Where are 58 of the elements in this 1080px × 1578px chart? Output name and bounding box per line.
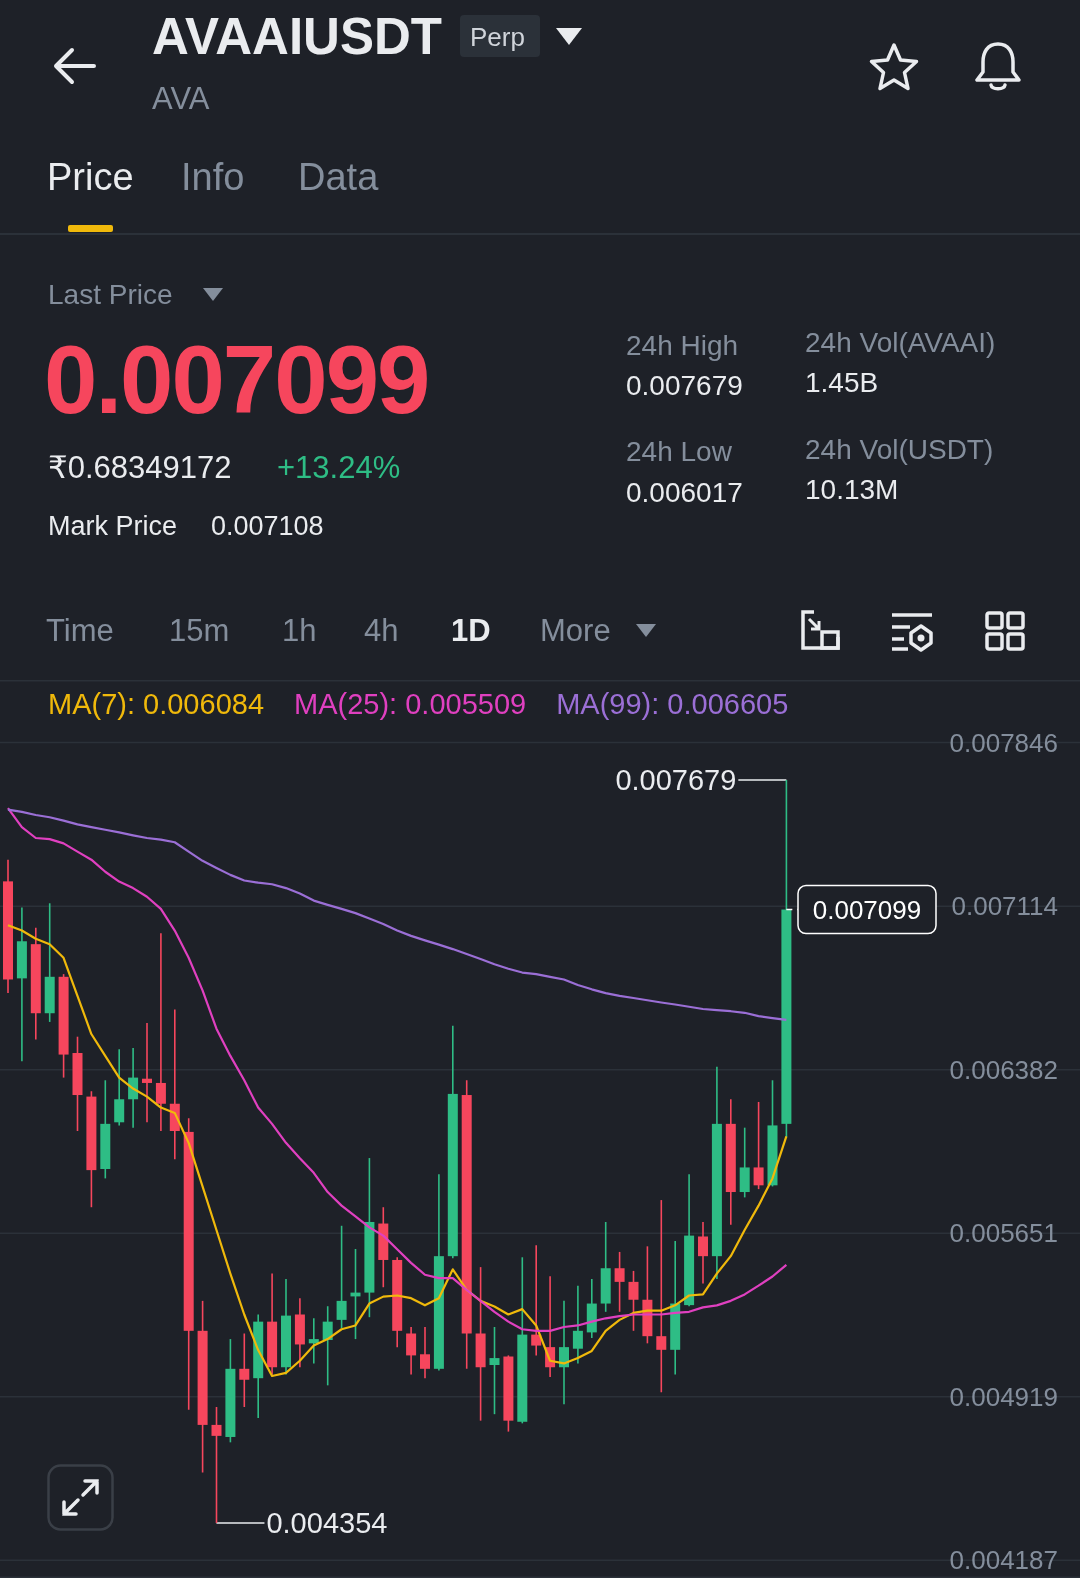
- line-series: [6, 808, 788, 1022]
- y-tick-label: 0.007846: [949, 727, 1058, 758]
- text: 24h High: [626, 329, 739, 362]
- y-tick-label: 0.006382: [949, 1054, 1058, 1085]
- text: 0.007099: [44, 326, 429, 434]
- candlestick: [239, 1332, 250, 1408]
- text: Perp: [470, 21, 525, 52]
- candlestick: [698, 1221, 708, 1285]
- text: 10.13M: [805, 473, 899, 506]
- candlestick: [489, 1326, 500, 1415]
- text: 0.007679: [626, 369, 743, 402]
- line-series: [6, 806, 788, 1332]
- text: AVA: [152, 80, 210, 117]
- text: Data: [298, 156, 379, 199]
- text: 1.45B: [805, 366, 879, 399]
- candlestick: [531, 1244, 542, 1357]
- annotation: 0.007679: [615, 763, 737, 796]
- text: +13.24%: [277, 449, 401, 486]
- text: 24h Vol(AVAAI): [805, 326, 996, 359]
- candlestick: [155, 932, 166, 1132]
- line-series: [6, 924, 788, 1378]
- candlestick: [114, 1048, 125, 1127]
- text: MA(25): 0.005509: [294, 688, 527, 721]
- candlestick: [142, 1022, 152, 1124]
- y-tick-label: 0.007114: [951, 891, 1058, 922]
- candlestick: [753, 1101, 764, 1190]
- y-tick-label: 0.005651: [949, 1218, 1058, 1249]
- text: 4h: [364, 612, 399, 649]
- annotation: 0.004354: [266, 1507, 388, 1540]
- text: 0.007108: [211, 511, 324, 542]
- candlestick: [336, 1224, 347, 1329]
- text: 0.006017: [626, 476, 743, 509]
- text: 1h: [282, 612, 317, 649]
- text: Price: [47, 156, 134, 199]
- candlestick: [420, 1326, 430, 1379]
- ref-line-label: 0.007099: [812, 894, 922, 925]
- chart-title: AVAAIUSDT: [152, 7, 442, 65]
- candlestick: [406, 1326, 417, 1376]
- text: 24h Low: [626, 435, 732, 468]
- text: MA(99): 0.006605: [556, 688, 789, 721]
- candlestick: [628, 1270, 639, 1332]
- candlestick: [656, 1199, 667, 1394]
- text: Info: [181, 156, 245, 199]
- candlestick: [308, 1317, 319, 1365]
- text: 15m: [169, 612, 230, 649]
- candlestick: [211, 1406, 222, 1524]
- candlestick: [572, 1284, 583, 1365]
- text: Last Price: [48, 278, 173, 311]
- text: 1D: [451, 612, 491, 649]
- text: Mark Price: [48, 511, 178, 542]
- text: Time: [46, 612, 114, 649]
- y-tick-label: 0.004919: [949, 1381, 1058, 1412]
- candlestick: [614, 1251, 625, 1313]
- text: More: [540, 612, 611, 649]
- text: MA(7): 0.006084: [48, 688, 265, 721]
- text: 24h Vol(USDT): [805, 433, 994, 466]
- text: ₹0.68349172: [48, 449, 232, 486]
- y-tick-label: 0.004187: [949, 1545, 1058, 1576]
